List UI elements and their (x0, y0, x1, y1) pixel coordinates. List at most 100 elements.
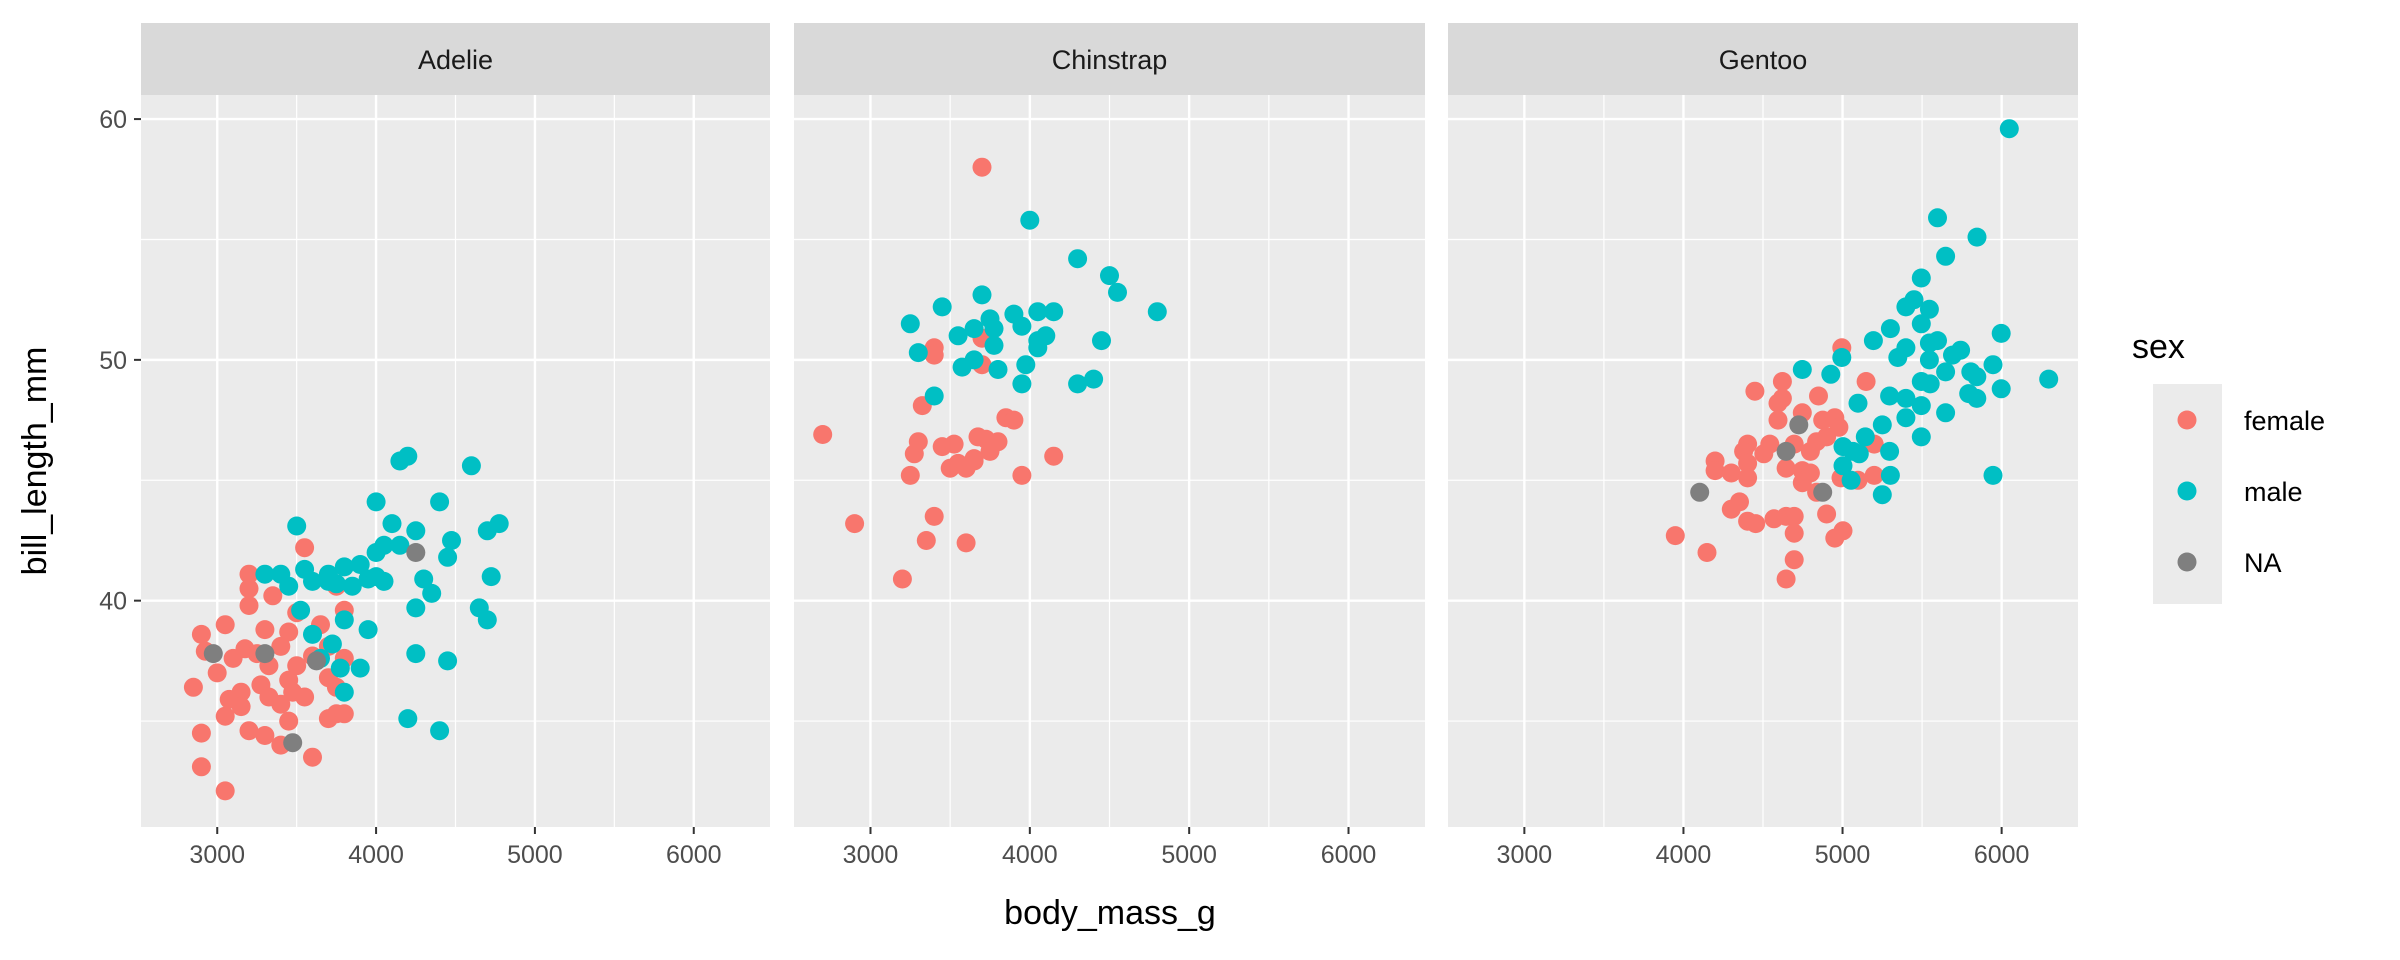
point-adelie-female (255, 726, 275, 745)
point-adelie-na (283, 733, 303, 753)
point-adelie-female (191, 624, 211, 644)
point-gentoo-na (1813, 482, 1833, 502)
point-gentoo-male (1896, 408, 1916, 428)
point-adelie-female (191, 723, 211, 743)
point-chinstrap-female (944, 434, 964, 454)
legend: sex female male NA (2132, 328, 2325, 604)
point-chinstrap-male (964, 319, 984, 339)
point-adelie-male (406, 521, 426, 541)
point-chinstrap-male (1084, 369, 1104, 389)
x-tick-label: 4000 (1002, 841, 1058, 869)
point-adelie-male (477, 610, 497, 630)
point-gentoo-female (1776, 458, 1796, 478)
point-chinstrap-male (1068, 249, 1088, 269)
point-chinstrap-male (1068, 374, 1088, 394)
point-gentoo-male (1967, 388, 1987, 408)
point-chinstrap-female (908, 432, 928, 452)
point-gentoo-male (1855, 427, 1875, 447)
point-gentoo-female (1721, 463, 1741, 483)
point-gentoo-male (1863, 331, 1883, 351)
point-adelie-male (461, 456, 481, 476)
facet-strip-label: Gentoo (1719, 45, 1808, 75)
point-adelie-male (287, 516, 307, 536)
point-gentoo-male (1928, 208, 1947, 228)
point-chinstrap-male (984, 335, 1004, 355)
point-gentoo-female (1721, 499, 1741, 519)
point-gentoo-female (1738, 453, 1758, 473)
x-tick-label: 4000 (1656, 841, 1712, 869)
point-chinstrap-male (964, 350, 984, 370)
point-gentoo-male (1896, 388, 1916, 408)
point-adelie-male (330, 658, 350, 678)
point-chinstrap-male (908, 343, 928, 363)
point-gentoo-male (1943, 345, 1962, 365)
point-chinstrap-male (1016, 355, 1036, 375)
facet-panel-adelie: Adelie 3000 4000 5000 6000 (141, 23, 770, 869)
point-chinstrap-male (984, 319, 1004, 339)
point-gentoo-male (1920, 374, 1940, 394)
y-axis-title: bill_length_mm (16, 347, 54, 576)
x-tick-label: 6000 (1974, 841, 2030, 869)
point-gentoo-female (1784, 506, 1804, 526)
x-tick-label: 3000 (843, 841, 899, 869)
point-adelie-na (307, 651, 326, 671)
point-adelie-male (350, 555, 370, 574)
point-gentoo-male (1911, 268, 1931, 288)
point-gentoo-female (1738, 468, 1758, 488)
point-gentoo-male (1983, 465, 2003, 485)
point-gentoo-female (1864, 465, 1884, 485)
point-adelie-female (334, 704, 354, 724)
x-axis-title: body_mass_g (1004, 894, 1216, 932)
point-gentoo-female (1768, 410, 1788, 430)
point-gentoo-female (1784, 523, 1804, 543)
point-chinstrap-female (924, 345, 944, 365)
point-gentoo-male (1983, 355, 2003, 375)
legend-key-female (2177, 410, 2197, 430)
point-adelie-male (390, 535, 410, 555)
point-gentoo-male (1919, 299, 1939, 319)
point-adelie-male (279, 576, 299, 596)
point-adelie-female (295, 538, 315, 558)
point-gentoo-male (1911, 314, 1931, 334)
point-chinstrap-female (972, 157, 992, 177)
x-tick-label: 4000 (348, 841, 404, 869)
point-gentoo-male (1928, 331, 1947, 351)
y-tick-label: 40 (99, 588, 127, 616)
point-gentoo-male (1880, 319, 1900, 339)
point-gentoo-male (1991, 379, 2011, 399)
point-gentoo-male (1872, 485, 1892, 505)
point-chinstrap-female (813, 425, 833, 444)
point-chinstrap-female (956, 533, 976, 553)
point-adelie-male (481, 567, 501, 587)
point-chinstrap-male (948, 326, 968, 346)
point-adelie-male (303, 624, 322, 644)
legend-label-male: male (2244, 477, 2303, 507)
point-adelie-female (239, 721, 259, 741)
point-chinstrap-female (924, 506, 944, 526)
point-chinstrap-female (988, 432, 1008, 452)
facet-strip-label: Adelie (418, 45, 493, 75)
point-adelie-male (366, 492, 386, 512)
point-chinstrap-female (1044, 446, 1064, 466)
point-adelie-female (263, 586, 283, 606)
point-gentoo-female (1772, 372, 1792, 391)
facet-strip (1448, 23, 2078, 95)
point-chinstrap-male (1020, 210, 1040, 230)
point-adelie-male (374, 535, 394, 555)
point-chinstrap-male (1044, 302, 1064, 322)
point-adelie-na (255, 644, 275, 664)
point-adelie-male (382, 514, 402, 534)
point-adelie-male (422, 583, 442, 603)
point-gentoo-female (1705, 461, 1725, 481)
y-tick-label: 60 (99, 106, 127, 134)
facet-strip-label: Chinstrap (1052, 45, 1168, 75)
point-adelie-na (203, 644, 223, 664)
legend-label-na: NA (2244, 548, 2282, 578)
x-tick-label: 5000 (1161, 841, 1217, 869)
point-gentoo-female (1697, 543, 1717, 562)
point-adelie-male (350, 658, 370, 678)
point-chinstrap-male (1028, 331, 1048, 351)
point-gentoo-male (1792, 360, 1812, 379)
point-adelie-female (271, 694, 291, 714)
point-adelie-female (215, 706, 235, 726)
